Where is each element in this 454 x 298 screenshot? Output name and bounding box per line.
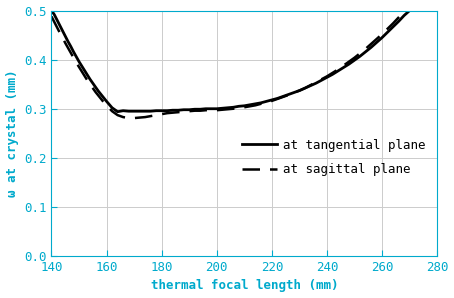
at tangential plane [115,110,120,114]
at sagittal plane [214,108,219,112]
at tangential plane [407,9,412,12]
X-axis label: thermal focal length (mm): thermal focal length (mm) [151,280,338,292]
at sagittal plane [275,97,280,101]
at tangential plane [264,100,269,103]
at sagittal plane [264,100,269,104]
Y-axis label: ω at crystal (mm): ω at crystal (mm) [5,69,19,197]
at tangential plane [330,73,335,76]
Legend: at tangential plane, at sagittal plane: at tangential plane, at sagittal plane [237,134,431,181]
Line: at sagittal plane: at sagittal plane [51,10,410,118]
at sagittal plane [407,9,412,12]
at tangential plane [275,97,280,100]
at tangential plane [143,109,148,113]
at sagittal plane [49,15,54,18]
at tangential plane [214,107,219,111]
Line: at tangential plane: at tangential plane [51,10,410,112]
at sagittal plane [143,115,148,119]
at sagittal plane [126,116,131,120]
at sagittal plane [68,51,74,55]
at sagittal plane [330,71,335,75]
at tangential plane [49,9,54,12]
at tangential plane [68,45,74,48]
